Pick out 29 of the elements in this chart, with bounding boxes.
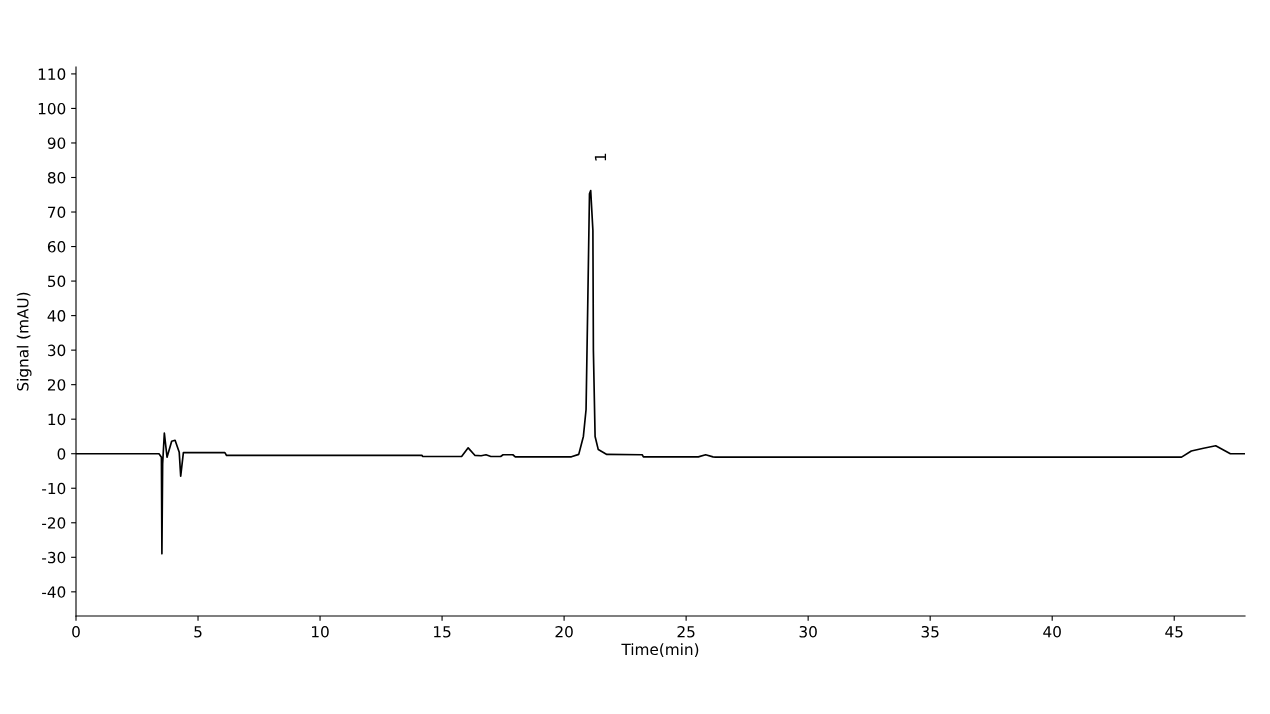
x-tick-label: 20 <box>555 625 573 638</box>
y-axis-title: Signal (mAU) <box>16 292 32 391</box>
x-tick-label: 40 <box>1043 625 1061 638</box>
x-axis-title: Time(min) <box>621 643 699 657</box>
y-tick-label: 100 <box>38 102 66 115</box>
y-tick-label: 50 <box>48 275 66 288</box>
x-tick-label: 5 <box>194 626 202 638</box>
annotation: 1 <box>594 153 607 161</box>
x-tick-label: 0 <box>72 625 80 638</box>
y-tick-label: 30 <box>48 344 66 357</box>
x-tick-label: 45 <box>1165 626 1183 638</box>
y-tick-label: 60 <box>47 241 66 253</box>
y-tick-label: 90 <box>47 137 66 149</box>
y-tick-label: 0 <box>57 448 66 460</box>
x-tick-label: 30 <box>799 625 817 638</box>
x-tick-label: 25 <box>677 625 695 638</box>
y-tick-label: 20 <box>47 379 66 391</box>
y-tick-label: -40 <box>42 586 66 598</box>
y-tick-label: -20 <box>42 517 66 529</box>
y-tick-label: 110 <box>38 68 66 80</box>
y-tick-label: -10 <box>42 482 66 495</box>
x-tick-label: 35 <box>921 625 939 638</box>
y-tick-label: -30 <box>42 551 66 564</box>
x-tick-label: 15 <box>434 626 451 638</box>
x-tick-label: 10 <box>312 625 329 638</box>
y-tick-label: 80 <box>47 171 66 184</box>
y-tick-label: 40 <box>47 310 66 322</box>
y-tick-label: 70 <box>48 206 66 219</box>
y-tick-label: 10 <box>48 413 66 426</box>
